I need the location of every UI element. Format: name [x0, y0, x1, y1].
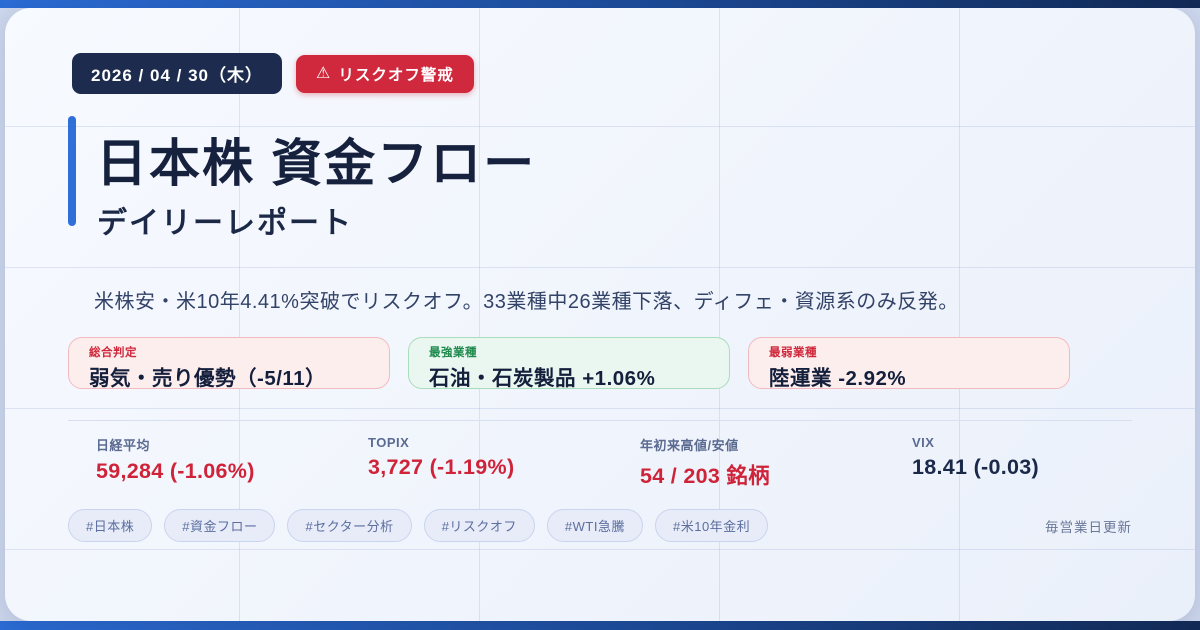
warning-icon: ⚠: [315, 64, 332, 82]
hashtag-pill: #日本株: [68, 509, 153, 542]
hashtag-pill: #セクター分析: [287, 509, 412, 542]
stat-topix: TOPIX 3,727 (-1.19%): [368, 435, 640, 490]
hashtag-pill: #資金フロー: [164, 509, 276, 542]
judgement-cards-row: 総合判定 弱気・売り優勢（-5/11） 最強業種 石油・石炭製品 +1.06% …: [68, 337, 1070, 390]
badge-row: 2026 / 04 / 30（木） ⚠ リスクオフ警戒: [72, 53, 474, 94]
risk-alert-badge: ⚠ リスクオフ警戒: [295, 54, 474, 93]
title-accent-bar: [68, 116, 76, 226]
page-title: 日本株 資金フロー: [96, 135, 537, 192]
report-card: 2026 / 04 / 30（木） ⚠ リスクオフ警戒 日本株 資金フロー デイ…: [5, 8, 1195, 621]
page-subtitle: デイリーレポート: [97, 207, 353, 240]
hashtag-pill: #米10年金利: [654, 509, 769, 542]
strongest-sector-card: 最強業種 石油・石炭製品 +1.06%: [408, 337, 730, 390]
stats-row: 日経平均 59,284 (-1.06%) TOPIX 3,727 (-1.19%…: [96, 435, 1184, 490]
card-value: 弱気・売り優勢（-5/11）: [89, 367, 327, 390]
card-value: 陸運業 -2.92%: [769, 367, 907, 390]
stat-label: VIX: [912, 435, 935, 450]
stat-value: 18.41 (-0.03): [912, 455, 1039, 479]
hashtag-list: #日本株 #資金フロー #セクター分析 #リスクオフ #WTI急騰 #米10年金…: [68, 509, 769, 542]
stat-vix: VIX 18.41 (-0.03): [912, 435, 1184, 490]
stat-highs-lows: 年初来高値/安値 54 / 203 銘柄: [640, 435, 912, 490]
stat-nikkei: 日経平均 59,284 (-1.06%): [96, 435, 368, 490]
stat-value: 3,727 (-1.19%): [368, 455, 515, 479]
stats-divider: [68, 420, 1132, 421]
weakest-sector-card: 最弱業種 陸運業 -2.92%: [748, 337, 1070, 390]
card-label: 総合判定: [89, 347, 137, 359]
market-summary-text: 米株安・米10年4.41%突破でリスクオフ。33業種中26業種下落、ディフェ・資…: [94, 291, 959, 313]
update-frequency-note: 毎営業日更新: [1045, 519, 1132, 535]
risk-alert-label: リスクオフ警戒: [338, 66, 454, 84]
card-value: 石油・石炭製品 +1.06%: [429, 367, 656, 390]
stat-label: 日経平均: [96, 438, 151, 453]
overall-judgement-card: 総合判定 弱気・売り優勢（-5/11）: [68, 337, 390, 390]
stat-label: TOPIX: [368, 435, 410, 450]
card-label: 最強業種: [429, 347, 477, 359]
stat-label: 年初来高値/安値: [640, 438, 739, 453]
card-label: 最弱業種: [769, 347, 817, 359]
stat-value: 59,284 (-1.06%): [96, 459, 255, 483]
hashtag-pill: #WTI急騰: [546, 509, 643, 542]
footer-row: #日本株 #資金フロー #セクター分析 #リスクオフ #WTI急騰 #米10年金…: [68, 509, 1132, 542]
hashtag-pill: #リスクオフ: [423, 509, 535, 542]
stat-value: 54 / 203 銘柄: [640, 464, 770, 488]
date-badge: 2026 / 04 / 30（木）: [72, 53, 282, 94]
